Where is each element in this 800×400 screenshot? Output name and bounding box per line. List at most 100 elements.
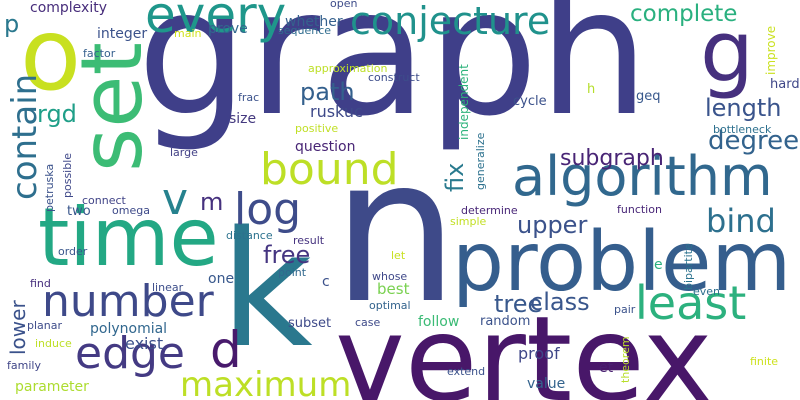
word-best: best xyxy=(377,280,410,298)
word-factor: factor xyxy=(83,47,116,60)
word-path: path xyxy=(300,78,355,106)
word-theorem: theorem xyxy=(619,336,632,383)
word-large: large xyxy=(170,146,198,159)
word-n: n xyxy=(332,115,459,348)
word-o: o xyxy=(20,0,82,113)
word-set: set xyxy=(63,42,162,172)
word-question: question xyxy=(295,139,356,155)
word-optimal: optimal xyxy=(369,299,411,312)
word-fix: fix xyxy=(441,162,469,192)
word-class: class xyxy=(530,288,590,316)
word-h: h xyxy=(587,82,596,97)
word-point: point xyxy=(278,266,307,279)
word-open: open xyxy=(330,0,358,10)
word-subgraph: subgraph xyxy=(560,146,664,171)
word-log: log xyxy=(234,184,302,235)
word-complete: complete xyxy=(630,1,738,27)
word-contain: contain xyxy=(5,73,45,200)
word-integer: integer xyxy=(97,26,148,42)
word-distance: distance xyxy=(226,229,273,242)
word-result: result xyxy=(293,234,325,247)
word-proof: proof xyxy=(518,344,560,363)
word-order: order xyxy=(58,245,88,258)
word-generalize: generalize xyxy=(474,132,487,190)
word-hard: hard xyxy=(770,77,800,92)
word-follow: follow xyxy=(418,314,460,330)
word-case: case xyxy=(355,316,381,329)
word-vertex: vertex xyxy=(335,290,713,400)
word-let: let xyxy=(391,249,406,262)
word-length: length xyxy=(705,94,782,122)
word-g: g xyxy=(700,3,754,102)
word-upper: upper xyxy=(517,211,588,239)
word-positive: positive xyxy=(295,122,339,135)
word-et: et xyxy=(599,360,614,376)
word-c: c xyxy=(322,274,330,290)
word-improve: improve xyxy=(764,25,778,75)
word-subset: subset xyxy=(288,316,332,331)
word-exist: exist xyxy=(125,334,164,353)
word-tree: tree xyxy=(494,290,543,318)
word-connect: connect xyxy=(82,194,126,207)
word-edge: edge xyxy=(75,328,185,379)
word-finite: finite xyxy=(750,355,779,368)
word-k: k xyxy=(220,196,313,383)
word-bind: bind xyxy=(706,202,776,240)
word-cycle: cycle xyxy=(513,94,547,109)
word-whose: whose xyxy=(372,270,408,283)
word-construct: construct xyxy=(368,71,420,84)
word-frac: frac xyxy=(238,91,260,104)
word-number: number xyxy=(42,276,214,327)
word-bottleneck: bottleneck xyxy=(713,123,772,136)
word-conjecture: conjecture xyxy=(350,0,551,43)
word-least: least xyxy=(635,276,747,330)
word-whether: whether xyxy=(285,14,343,30)
word-degree: degree xyxy=(708,126,800,156)
word-rgd: rgd xyxy=(37,100,77,128)
word-prove: prove xyxy=(208,21,248,37)
word-find: find xyxy=(30,277,51,290)
word-value: value xyxy=(527,376,566,392)
word-ruskuc: ruskuc xyxy=(310,102,363,121)
word-induce: induce xyxy=(35,337,72,350)
word-graph: graph xyxy=(137,0,650,155)
word-main: main xyxy=(174,27,202,40)
word-free: free xyxy=(263,241,311,269)
word-independent: independent xyxy=(457,64,471,140)
word-possible: possible xyxy=(61,152,74,198)
word-sequence: sequence xyxy=(278,24,332,37)
word-algorithm: algorithm xyxy=(512,145,773,208)
word-p: p xyxy=(4,10,20,38)
word-function: function xyxy=(617,203,662,216)
word-time: time xyxy=(38,191,219,284)
word-m: m xyxy=(200,188,224,216)
word-determine: determine xyxy=(461,204,518,217)
word-v: v xyxy=(162,174,189,225)
word-omega: omega xyxy=(112,204,150,217)
word-random: random xyxy=(480,314,531,329)
word-e: e xyxy=(654,257,663,273)
word-extend: extend xyxy=(447,365,486,378)
word-geq: geq xyxy=(636,89,661,104)
word-lower: lower xyxy=(6,300,30,355)
word-planar: planar xyxy=(27,319,63,332)
word-size: size xyxy=(229,111,257,127)
word-problem: problem xyxy=(452,215,792,310)
word-petruska: petruska xyxy=(43,163,56,212)
word-maximum: maximum xyxy=(180,365,352,400)
word-parameter: parameter xyxy=(15,379,89,395)
word-simple: simple xyxy=(450,215,487,228)
word-polynomial: polynomial xyxy=(90,321,168,337)
word-d: d xyxy=(210,321,242,379)
word-family: family xyxy=(7,359,41,372)
word-linear: linear xyxy=(152,281,184,294)
word-even: even xyxy=(693,285,721,298)
word-complexity: complexity xyxy=(30,0,107,16)
word-approximation: approximation xyxy=(308,62,388,75)
word-every: every xyxy=(145,0,287,44)
word-one: one xyxy=(208,271,235,287)
word-pair: pair xyxy=(614,303,636,316)
word-bipartite: bipartite xyxy=(682,243,695,290)
word-bound: bound xyxy=(260,144,399,195)
word-two: two xyxy=(67,204,91,219)
